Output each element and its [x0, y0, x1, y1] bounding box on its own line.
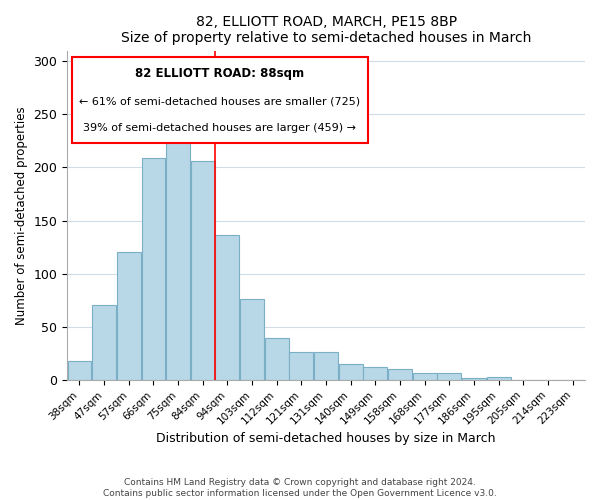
Y-axis label: Number of semi-detached properties: Number of semi-detached properties — [15, 106, 28, 324]
Bar — [462, 378, 486, 380]
Bar — [166, 141, 190, 380]
Text: Contains HM Land Registry data © Crown copyright and database right 2024.
Contai: Contains HM Land Registry data © Crown c… — [103, 478, 497, 498]
Bar — [92, 306, 116, 380]
Bar — [289, 352, 313, 380]
Text: ← 61% of semi-detached houses are smaller (725): ← 61% of semi-detached houses are smalle… — [79, 96, 361, 106]
Bar — [388, 369, 412, 380]
Bar — [487, 376, 511, 380]
Text: 39% of semi-detached houses are larger (459) →: 39% of semi-detached houses are larger (… — [83, 123, 356, 133]
Bar — [364, 367, 388, 380]
Bar — [117, 252, 141, 380]
FancyBboxPatch shape — [73, 57, 368, 142]
X-axis label: Distribution of semi-detached houses by size in March: Distribution of semi-detached houses by … — [157, 432, 496, 445]
Bar — [265, 338, 289, 380]
Bar — [413, 374, 437, 380]
Title: 82, ELLIOTT ROAD, MARCH, PE15 8BP
Size of property relative to semi-detached hou: 82, ELLIOTT ROAD, MARCH, PE15 8BP Size o… — [121, 15, 531, 45]
Bar — [314, 352, 338, 380]
Bar — [215, 236, 239, 380]
Text: 82 ELLIOTT ROAD: 88sqm: 82 ELLIOTT ROAD: 88sqm — [136, 67, 304, 80]
Bar — [142, 158, 166, 380]
Bar — [191, 161, 215, 380]
Bar — [339, 364, 362, 380]
Bar — [437, 374, 461, 380]
Bar — [240, 299, 264, 380]
Bar — [68, 360, 91, 380]
